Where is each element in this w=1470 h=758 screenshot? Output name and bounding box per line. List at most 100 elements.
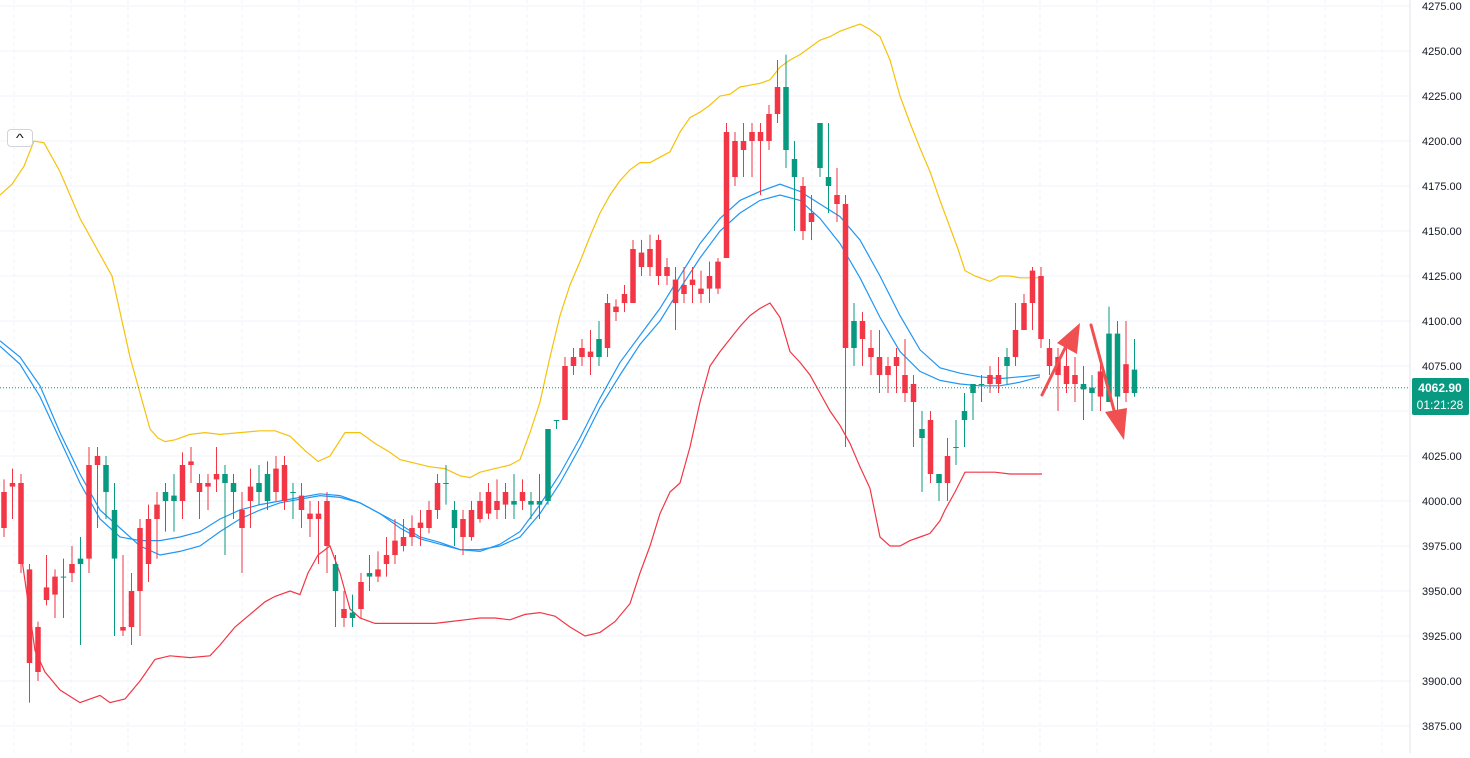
candle-body <box>834 195 840 204</box>
candle-body <box>1021 303 1027 330</box>
candle <box>1131 339 1138 397</box>
candle <box>570 348 577 375</box>
candle <box>35 621 41 681</box>
down-arrow-head <box>1105 408 1127 440</box>
candle <box>213 447 220 492</box>
candle <box>1012 303 1019 366</box>
candle-body <box>392 540 398 555</box>
candle <box>375 551 381 582</box>
candle-body <box>791 159 798 177</box>
candle-body <box>451 510 458 528</box>
candle <box>188 447 194 483</box>
candle-body <box>162 492 169 501</box>
current-price-label: 4062.90 01:21:28 <box>1412 378 1469 415</box>
candle <box>494 479 500 519</box>
candle-body <box>664 267 670 276</box>
candle <box>868 330 874 375</box>
candle-body <box>485 492 492 514</box>
candle-body <box>987 375 993 384</box>
candle-body <box>706 276 713 289</box>
candle-body <box>196 483 203 492</box>
candle <box>18 474 24 573</box>
candle <box>196 474 203 519</box>
price-tick-label: 3900.00 <box>1422 676 1462 688</box>
candle-body <box>723 132 730 258</box>
candle <box>77 537 84 645</box>
candle-body <box>808 213 815 222</box>
candle <box>961 393 968 447</box>
candle-body <box>1131 369 1138 393</box>
candle-body <box>366 573 373 577</box>
candle <box>1123 321 1129 402</box>
candle-body <box>400 537 407 546</box>
candle-body <box>579 348 585 357</box>
candle-body <box>205 483 211 487</box>
candle <box>1114 321 1121 411</box>
moving-averages <box>0 183 1041 556</box>
current-price-tag <box>1412 378 1469 415</box>
candle <box>290 483 296 519</box>
price-tick-label: 4125.00 <box>1422 271 1462 283</box>
collapse-button[interactable]: ^ <box>7 129 33 147</box>
candle-body <box>417 522 424 528</box>
candle <box>953 420 959 465</box>
candle <box>162 483 169 532</box>
candle <box>1072 357 1078 402</box>
candle <box>919 411 925 492</box>
candle-body <box>26 569 33 663</box>
candle-body <box>1123 364 1129 393</box>
candle-body <box>519 492 526 501</box>
price-axis[interactable] <box>1410 0 1470 753</box>
candle <box>757 123 764 195</box>
candle-body <box>511 501 517 505</box>
candle-body <box>1012 330 1019 357</box>
candle <box>52 569 58 618</box>
candle-body <box>902 375 908 393</box>
chevron-up-icon: ^ <box>16 131 24 145</box>
candle-body <box>426 510 432 528</box>
candle <box>1097 360 1104 411</box>
candle <box>502 483 509 519</box>
direction-arrows <box>1040 323 1127 440</box>
candle <box>579 339 585 366</box>
candle <box>766 105 772 150</box>
candle-body <box>239 510 245 528</box>
candle <box>902 339 908 402</box>
candle <box>205 474 211 510</box>
candle-body <box>349 612 356 618</box>
candle-body <box>290 492 296 493</box>
candle-body <box>817 123 823 168</box>
candle-body <box>256 483 262 492</box>
candle-body <box>978 384 985 385</box>
candle <box>562 357 568 420</box>
candle-body <box>77 558 84 564</box>
candle-body <box>502 492 509 505</box>
price-tick-label: 4100.00 <box>1422 316 1462 328</box>
candle <box>528 492 534 519</box>
candle <box>324 492 330 573</box>
candle-body <box>222 474 228 483</box>
candle <box>536 474 543 519</box>
candle <box>1080 366 1087 420</box>
candle <box>383 537 390 577</box>
upper-band-line <box>0 23 1042 479</box>
candle-body <box>341 609 347 618</box>
candle-body <box>1089 387 1095 393</box>
candle-body <box>766 114 772 141</box>
candle <box>817 123 823 177</box>
candle <box>825 123 832 213</box>
candle <box>230 474 237 519</box>
candle <box>783 54 789 168</box>
candle-body <box>1072 375 1078 384</box>
candle <box>332 555 339 627</box>
candle-body <box>154 504 160 519</box>
candle-body <box>460 519 466 537</box>
candle-body <box>443 483 449 484</box>
candle-body <box>213 474 220 480</box>
candle-body <box>52 576 58 595</box>
candle <box>664 258 670 285</box>
candle-body <box>434 483 441 510</box>
candle <box>26 564 33 703</box>
candle-body <box>868 348 874 357</box>
candle-body <box>494 501 500 510</box>
